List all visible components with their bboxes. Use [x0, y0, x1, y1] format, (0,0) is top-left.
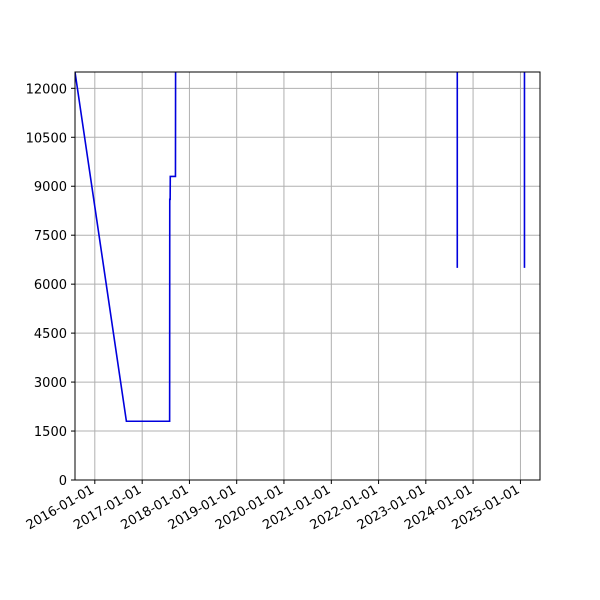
y-tick-label: 1500 — [34, 425, 67, 440]
plot-area: 015003000450060007500900010500120002016-… — [24, 71, 541, 533]
y-tick-label: 0 — [59, 474, 67, 489]
y-tick-label: 10500 — [26, 131, 67, 146]
axes-frame — [74, 71, 541, 481]
y-tick-label: 3000 — [34, 376, 67, 391]
y-tick-label: 9000 — [34, 180, 67, 195]
y-tick-label: 6000 — [34, 278, 67, 293]
y-tick-label: 7500 — [34, 229, 67, 244]
y-tick-label: 12000 — [26, 82, 67, 97]
axes-background — [75, 72, 540, 480]
series-line — [75, 72, 177, 423]
y-tick-label: 4500 — [34, 327, 67, 342]
